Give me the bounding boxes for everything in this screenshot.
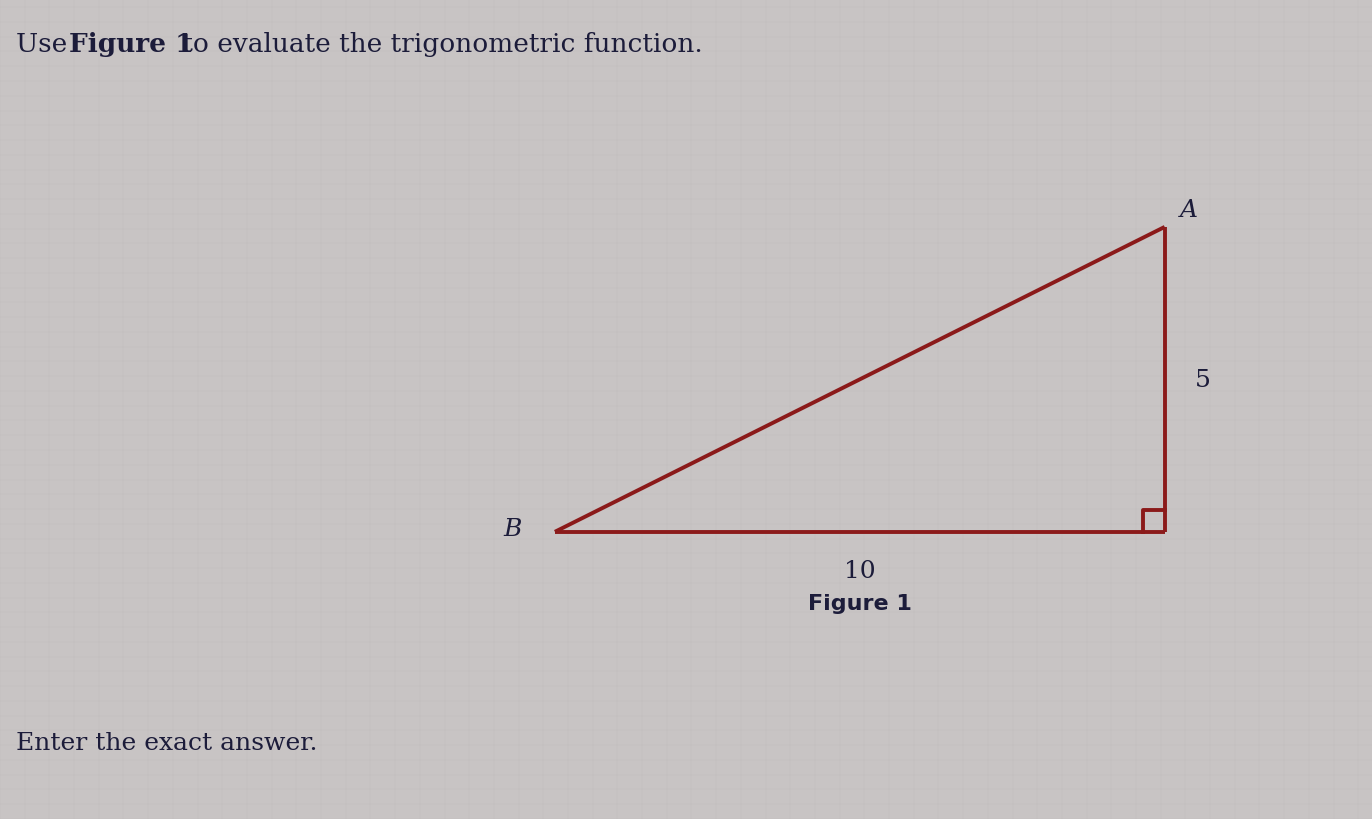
Text: Figure 1: Figure 1: [69, 32, 193, 57]
Text: Use: Use: [16, 32, 75, 57]
Text: to evaluate the trigonometric function.: to evaluate the trigonometric function.: [174, 32, 702, 57]
Text: 10: 10: [844, 559, 875, 582]
Text: A: A: [1180, 198, 1198, 222]
Text: Enter the exact answer.: Enter the exact answer.: [16, 731, 318, 753]
Text: B: B: [504, 518, 521, 541]
Text: 5: 5: [1195, 369, 1211, 391]
Text: Figure 1: Figure 1: [808, 593, 912, 613]
